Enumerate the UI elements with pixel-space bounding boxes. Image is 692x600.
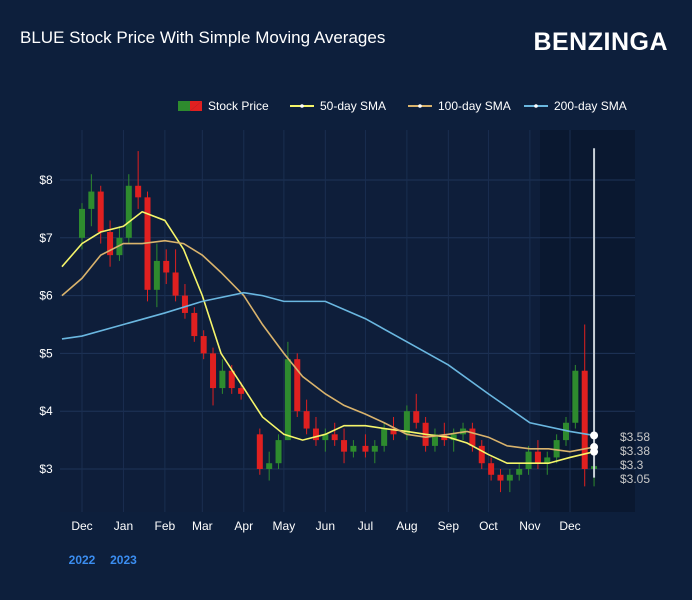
candle-body[interactable] xyxy=(200,336,207,354)
hover-marker xyxy=(590,431,599,440)
candle-body[interactable] xyxy=(331,434,338,441)
hover-value-label: $3.05 xyxy=(620,472,650,486)
candle-body[interactable] xyxy=(153,260,160,290)
legend-item[interactable]: 50-day SMA xyxy=(320,99,386,113)
candle-body[interactable] xyxy=(544,457,551,464)
x-tick-label: Oct xyxy=(479,519,498,533)
candle-body[interactable] xyxy=(312,428,319,441)
candle-body[interactable] xyxy=(525,451,532,469)
candle-body[interactable] xyxy=(450,434,457,441)
x-tick-label: Mar xyxy=(192,519,213,533)
candle-body[interactable] xyxy=(294,359,301,412)
candle-body[interactable] xyxy=(256,434,263,469)
year-label: 2023 xyxy=(110,553,137,567)
candle-body[interactable] xyxy=(350,445,357,452)
x-tick-label: Feb xyxy=(155,519,176,533)
sma-line-100 xyxy=(61,239,595,453)
candle-body[interactable] xyxy=(97,191,104,233)
x-tick-label: Jul xyxy=(358,519,373,533)
candle-body[interactable] xyxy=(371,445,378,452)
candle-body[interactable] xyxy=(125,185,132,238)
x-tick-label: Dec xyxy=(559,519,580,533)
candle-body[interactable] xyxy=(413,411,420,423)
x-tick-label: Jan xyxy=(114,519,133,533)
candle-body[interactable] xyxy=(516,469,523,475)
legend-marker-icon xyxy=(418,104,422,108)
candle-body[interactable] xyxy=(362,445,369,452)
candle-body[interactable] xyxy=(284,359,291,441)
candle-body[interactable] xyxy=(488,463,495,475)
x-tick-label: Apr xyxy=(234,519,253,533)
candle-body[interactable] xyxy=(181,295,188,313)
candle-body[interactable] xyxy=(303,411,310,429)
candle-body[interactable] xyxy=(79,208,85,238)
candle-body[interactable] xyxy=(341,440,348,452)
candle-body[interactable] xyxy=(478,445,485,464)
chart-title: BLUE Stock Price With Simple Moving Aver… xyxy=(20,28,386,47)
y-tick-label: $7 xyxy=(39,231,53,245)
candle-body[interactable] xyxy=(553,440,560,458)
hover-value-label: $3.58 xyxy=(620,430,650,444)
candle-body[interactable] xyxy=(390,428,397,435)
x-tick-label: Sep xyxy=(438,519,460,533)
legend-candle-icon xyxy=(178,101,190,111)
candle-body[interactable] xyxy=(135,185,142,198)
candle-body[interactable] xyxy=(572,370,579,423)
x-tick-label: Nov xyxy=(519,519,540,533)
y-tick-label: $4 xyxy=(39,404,53,418)
candle-body[interactable] xyxy=(431,434,438,446)
sma-line-50 xyxy=(61,210,595,465)
candle-body[interactable] xyxy=(322,434,329,441)
candle-body[interactable] xyxy=(497,474,504,481)
legend-marker-icon xyxy=(300,104,304,108)
candle-body[interactable] xyxy=(469,428,476,446)
candle-body[interactable] xyxy=(506,474,513,481)
x-tick-label: Dec xyxy=(71,519,92,533)
candle-body[interactable] xyxy=(238,388,245,394)
legend-marker-icon xyxy=(534,104,538,108)
legend-item[interactable]: 200-day SMA xyxy=(554,99,627,113)
candle-body[interactable] xyxy=(107,232,114,256)
y-tick-label: $8 xyxy=(39,173,53,187)
hover-marker xyxy=(590,447,599,456)
candle-body[interactable] xyxy=(275,440,282,464)
candle-body[interactable] xyxy=(562,422,569,441)
x-tick-label: May xyxy=(273,519,296,533)
x-tick-label: Jun xyxy=(316,519,335,533)
y-tick-label: $3 xyxy=(39,462,53,476)
benzinga-logo: BENZINGA xyxy=(533,28,668,56)
candle-body[interactable] xyxy=(172,272,179,296)
candle-body[interactable] xyxy=(163,260,170,273)
candle-body[interactable] xyxy=(266,463,273,469)
candle-body[interactable] xyxy=(191,312,198,337)
y-tick-label: $6 xyxy=(39,289,53,303)
candle-body[interactable] xyxy=(581,370,588,469)
legend-item[interactable]: 100-day SMA xyxy=(438,99,511,113)
candle-body[interactable] xyxy=(219,370,226,389)
candle-body[interactable] xyxy=(403,411,410,435)
candle-body[interactable] xyxy=(228,370,235,389)
hover-value-label: $3.3 xyxy=(620,458,644,472)
candle-body[interactable] xyxy=(210,353,217,389)
sma-line-200 xyxy=(61,291,595,437)
legend-candle-icon xyxy=(190,101,202,111)
candle-body[interactable] xyxy=(381,428,388,446)
year-label: 2022 xyxy=(69,553,96,567)
x-tick-label: Aug xyxy=(396,519,417,533)
hover-value-label: $3.38 xyxy=(620,444,650,458)
y-tick-label: $5 xyxy=(39,346,53,360)
legend-item[interactable]: Stock Price xyxy=(208,99,269,113)
candle-body[interactable] xyxy=(88,191,95,209)
candle-body[interactable] xyxy=(534,451,541,464)
